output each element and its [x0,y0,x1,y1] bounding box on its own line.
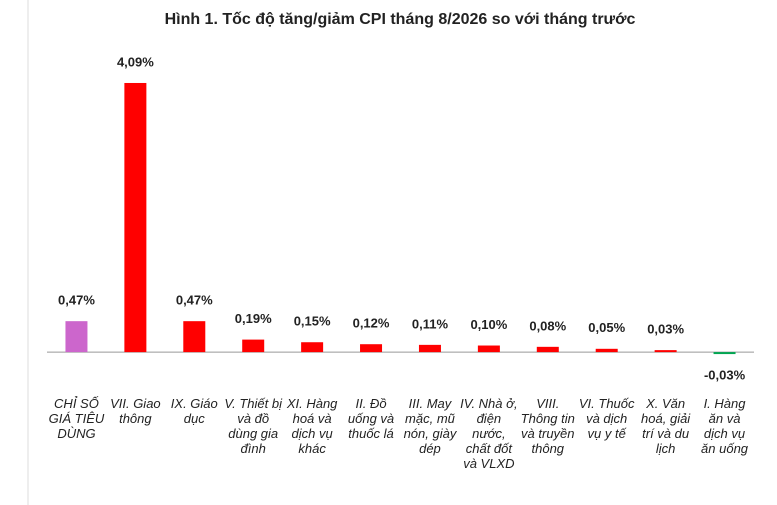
bar [124,82,147,353]
x-tick-label: III. May mặc, mũ nón, giày dép [403,396,457,456]
bar [595,348,618,353]
value-label: -0,03% [704,368,746,383]
x-tick-label: XI. Hàng hoá và dịch vụ khác [286,396,338,456]
bar [418,344,441,353]
bar [654,350,677,353]
x-tick-label: VIII. Thông tin và truyền thông [520,396,575,456]
bar [65,321,88,353]
x-tick-label: II. Đồ uống và thuốc lá [347,396,395,441]
value-label: 0,15% [294,314,331,329]
x-tick-label: VII. Giao thông [110,396,161,426]
value-label: 0,47% [58,293,95,308]
value-label: 0,10% [470,317,507,332]
bar [360,344,383,353]
bar [301,342,324,353]
x-tick-label: CHỈ SỐ GIÁ TIÊU DÙNG [48,396,105,441]
value-label: 0,19% [235,311,272,326]
value-label: 0,08% [529,318,566,333]
bar [477,345,500,353]
x-tick-label: IX. Giáo dục [170,396,218,426]
value-label: 0,11% [412,316,449,331]
bar [242,339,265,353]
value-label: 0,03% [647,322,684,337]
x-tick-label: X. Văn hoá, giải trí và du lịch [641,396,691,456]
chart-title: Hình 1. Tốc độ tăng/giảm CPI tháng 8/202… [165,11,636,28]
value-label: 0,05% [588,320,625,335]
x-tick-label: V. Thiết bị và đồ dùng gia đình [224,396,282,456]
value-label: 4,09% [117,54,154,69]
x-tick-label: VI. Thuốc và dịch vụ y tế [578,396,635,441]
bar [713,352,736,355]
bar [536,346,559,353]
value-label: 0,47% [176,293,213,308]
value-label: 0,12% [353,316,390,331]
bar [183,321,206,353]
x-tick-label: IV. Nhà ở, điện nước, chất đốt và VLXD [460,396,518,471]
x-tick-label: I. Hàng ăn và dịch vụ ăn uống [701,396,749,456]
